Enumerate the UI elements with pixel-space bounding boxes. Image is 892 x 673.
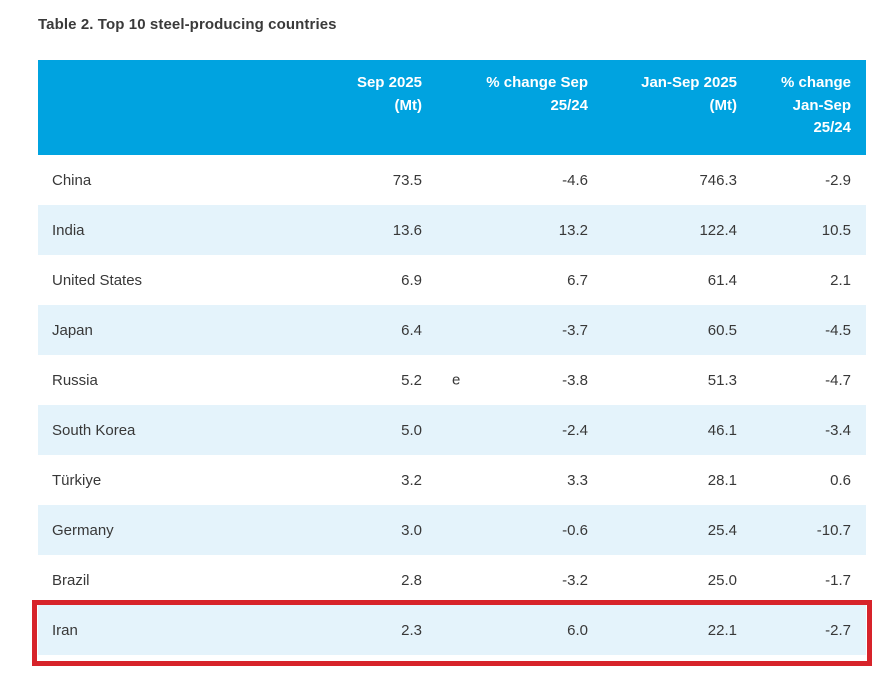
table-body: China 73.5 -4.6 746.3 -2.9 India 13.6 13.2 122.4… <box>38 155 866 655</box>
cell-pct-change-jan-sep: -4.7 <box>825 371 851 389</box>
table-row-iran: Iran 2.3 6.0 22.1 -2.7 <box>38 605 866 655</box>
cell-country: Türkiye <box>52 471 102 489</box>
cell-pct-change-jan-sep: -1.7 <box>825 571 851 589</box>
cell-jan-sep-2025-mt: 61.4 <box>707 271 737 289</box>
cell-jan-sep-2025-mt: 122.4 <box>699 221 737 239</box>
cell-country: Iran <box>52 621 78 639</box>
cell-country: South Korea <box>52 421 136 439</box>
cell-country: Japan <box>52 321 93 339</box>
cell-pct-change-sep: -3.8 <box>562 371 588 389</box>
column-header-pct-change-jan-sep: % change Jan-Sep 25/24 <box>743 60 866 155</box>
cell-pct-change-sep: 3.3 <box>567 471 588 489</box>
cell-country: China <box>52 171 92 189</box>
cell-jan-sep-2025-mt: 60.5 <box>707 321 737 339</box>
cell-sep-2025-mt: 2.8 <box>401 571 422 589</box>
cell-country: United States <box>52 271 143 289</box>
estimate-marker: e <box>452 371 461 389</box>
cell-sep-2025-mt: 6.9 <box>401 271 422 289</box>
cell-jan-sep-2025-mt: 51.3 <box>707 371 737 389</box>
cell-pct-change-sep: 6.0 <box>567 621 588 639</box>
cell-pct-change-jan-sep: -3.4 <box>825 421 851 439</box>
cell-country: Germany <box>52 521 114 539</box>
cell-jan-sep-2025-mt: 28.1 <box>707 471 737 489</box>
table-row-germany: Germany 3.0 -0.6 25.4 -10.7 <box>38 505 866 555</box>
cell-country: Russia <box>52 371 98 389</box>
cell-sep-2025-mt: 5.2 e <box>401 371 461 389</box>
cell-pct-change-jan-sep: 10.5 <box>821 221 851 239</box>
table-row-japan: Japan 6.4 -3.7 60.5 -4.5 <box>38 305 866 355</box>
cell-pct-change-sep: 6.7 <box>567 271 588 289</box>
cell-pct-change-sep: -3.7 <box>562 321 588 339</box>
table-row-united-states: United States 6.9 6.7 61.4 2.1 <box>38 255 866 305</box>
table-row-india: India 13.6 13.2 122.4 10.5 <box>38 205 866 255</box>
cell-pct-change-sep: -4.6 <box>562 171 588 189</box>
cell-jan-sep-2025-mt: 22.1 <box>707 621 737 639</box>
cell-sep-2025-mt: 3.0 <box>401 521 422 539</box>
cell-pct-change-jan-sep: -4.5 <box>825 321 851 339</box>
column-header-jan-sep-2025-mt: Jan-Sep 2025 (Mt) <box>594 60 743 155</box>
cell-pct-change-jan-sep: -2.7 <box>825 621 851 639</box>
cell-pct-change-jan-sep: -2.9 <box>825 171 851 189</box>
cell-sep-2025-mt: 13.6 <box>392 221 422 239</box>
cell-sep-2025-mt: 6.4 <box>401 321 422 339</box>
table-row-russia: Russia 5.2 e -3.8 51.3 -4.7 <box>38 355 866 405</box>
cell-sep-2025-mt: 5.0 <box>401 421 422 439</box>
table-row-türkiye: Türkiye 3.2 3.3 28.1 0.6 <box>38 455 866 505</box>
cell-jan-sep-2025-mt: 746.3 <box>699 171 737 189</box>
table-row-brazil: Brazil 2.8 -3.2 25.0 -1.7 <box>38 555 866 605</box>
cell-pct-change-sep: -2.4 <box>562 421 588 439</box>
cell-pct-change-jan-sep: -10.7 <box>816 521 851 539</box>
cell-pct-change-jan-sep: 2.1 <box>830 271 851 289</box>
cell-sep-2025-mt: 2.3 <box>401 621 422 639</box>
header-row: Sep 2025 (Mt) % change Sep 25/24 Jan-Sep… <box>38 60 866 155</box>
table-row-china: China 73.5 -4.6 746.3 -2.9 <box>38 155 866 205</box>
cell-jan-sep-2025-mt: 25.0 <box>707 571 737 589</box>
cell-pct-change-sep: 13.2 <box>558 221 588 239</box>
cell-sep-2025-mt: 3.2 <box>401 471 422 489</box>
cell-country: India <box>52 221 85 239</box>
column-header-pct-change-sep: % change Sep 25/24 <box>428 60 594 155</box>
column-header-country <box>38 60 298 155</box>
steel-production-table: Sep 2025 (Mt) % change Sep 25/24 Jan-Sep… <box>38 60 866 655</box>
cell-pct-change-sep: -0.6 <box>562 521 588 539</box>
cell-pct-change-sep: -3.2 <box>562 571 588 589</box>
table-row-south-korea: South Korea 5.0 -2.4 46.1 -3.4 <box>38 405 866 455</box>
cell-sep-2025-mt: 73.5 <box>392 171 422 189</box>
cell-jan-sep-2025-mt: 46.1 <box>707 421 737 439</box>
table-title: Table 2. Top 10 steel-producing countrie… <box>38 16 337 33</box>
cell-jan-sep-2025-mt: 25.4 <box>707 521 737 539</box>
cell-country: Brazil <box>52 571 90 589</box>
cell-pct-change-jan-sep: 0.6 <box>830 471 851 489</box>
column-header-sep-2025-mt: Sep 2025 (Mt) <box>298 60 428 155</box>
